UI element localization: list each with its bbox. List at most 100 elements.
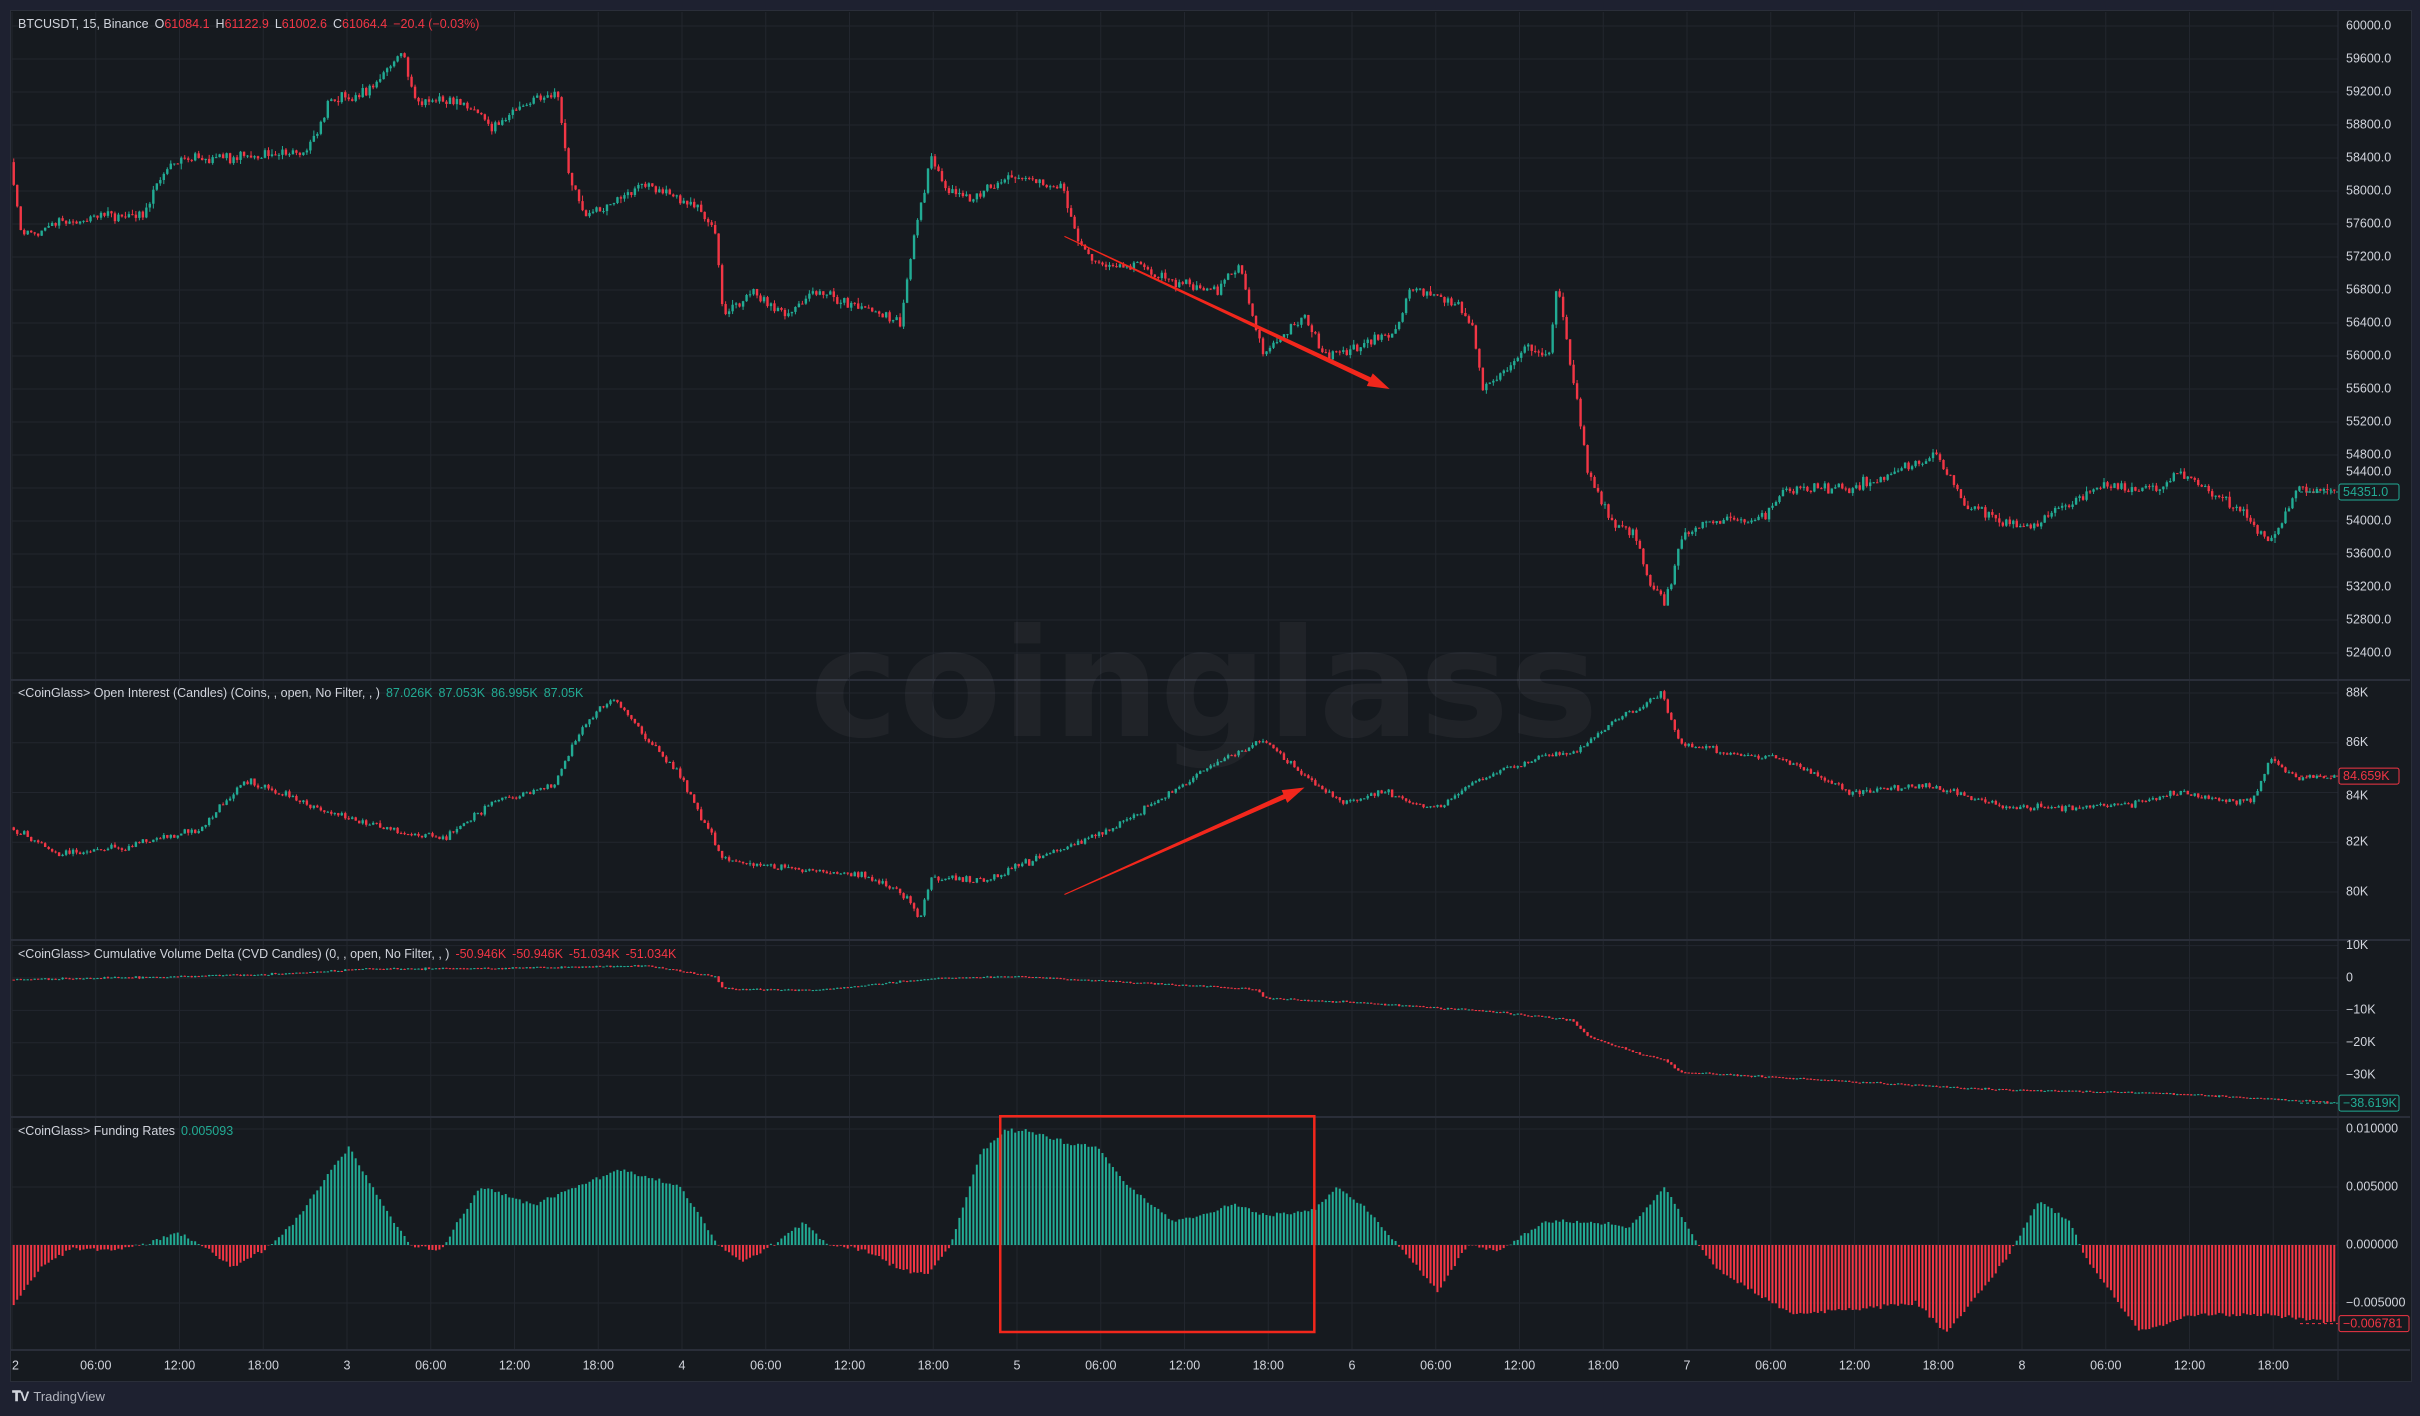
price-legend: BTCUSDT, 15, Binance O 61084.1 H 61122.9 L… — [18, 17, 479, 31]
time-axis-label: 18:00 — [248, 1358, 279, 1372]
cvd-candle — [916, 980, 919, 982]
price-candle — [1855, 485, 1858, 489]
oi-candle — [926, 889, 930, 900]
cvd-candle — [1942, 1086, 1945, 1088]
funding-bar — [588, 1181, 591, 1245]
cvd-candle — [1118, 981, 1122, 983]
funding-bar — [902, 1245, 905, 1270]
funding-bar — [2211, 1245, 2214, 1316]
cvd-candle — [323, 971, 326, 973]
cvd-candle — [693, 972, 696, 974]
cvd-candle — [2064, 1090, 2067, 1092]
oi-candle — [1157, 800, 1160, 804]
funding-bar — [2305, 1245, 2308, 1321]
oi-candle — [1621, 716, 1624, 720]
cvd-candle — [2057, 1090, 2060, 1092]
oi-candle — [825, 871, 829, 874]
cvd-candle — [1736, 1074, 1739, 1076]
oi-candle — [2162, 795, 2165, 797]
symbol-label[interactable]: BTCUSDT, 15, Binance — [18, 17, 149, 31]
price-candle — [598, 207, 602, 212]
price-candle — [89, 216, 92, 222]
tradingview-logo-icon[interactable]: 𝐓V — [12, 1388, 29, 1404]
funding-indicator-title[interactable]: <CoinGlass> Funding Rates — [18, 1124, 176, 1138]
chart-frame[interactable] — [10, 10, 2412, 1382]
cvd-axis-label: 0 — [2346, 970, 2353, 984]
cvd-candle — [654, 966, 658, 968]
oi-candle — [1192, 777, 1195, 782]
funding-bar — [249, 1245, 252, 1258]
price-candle — [2197, 479, 2200, 485]
cvd-candle — [2266, 1098, 2270, 1100]
funding-bar — [2064, 1218, 2067, 1245]
cvd-candle — [2092, 1091, 2095, 1093]
price-candle — [1739, 519, 1743, 521]
cvd-candle — [1872, 1082, 1875, 1084]
funding-bar — [368, 1183, 371, 1245]
oi-candle — [242, 781, 246, 786]
oi-candle — [1582, 746, 1586, 748]
cvd-candle — [1628, 1049, 1631, 1051]
price-candle — [68, 221, 71, 224]
funding-bar — [1628, 1227, 1631, 1245]
oi-indicator-title[interactable]: <CoinGlass> Open Interest (Candles) (Coi… — [18, 686, 380, 700]
oi-candle — [1045, 853, 1048, 856]
price-candle — [288, 154, 291, 156]
funding-bar — [2259, 1245, 2262, 1317]
cvd-candle — [1076, 979, 1080, 981]
funding-bar — [2326, 1245, 2329, 1323]
time-axis-label: 18:00 — [918, 1358, 949, 1372]
price-candle — [912, 235, 916, 260]
tradingview-brand[interactable]: TradingView — [33, 1389, 105, 1404]
price-axis-label: 56000.0 — [2346, 348, 2391, 362]
funding-bar — [284, 1229, 287, 1245]
funding-bar — [37, 1245, 40, 1272]
oi-candle — [2033, 808, 2036, 811]
oi-candle — [1530, 761, 1533, 763]
cvd-candle — [194, 976, 197, 978]
price-candle — [375, 81, 378, 88]
funding-bar — [1289, 1214, 1292, 1245]
oi-candle — [1980, 798, 1984, 800]
oi-candle — [1561, 753, 1565, 755]
funding-bar — [2263, 1245, 2266, 1314]
funding-bar — [972, 1174, 975, 1245]
cvd-candle — [1237, 988, 1240, 990]
cvd-candle — [64, 977, 68, 979]
funding-bar — [396, 1226, 399, 1245]
cvd-candle — [1844, 1080, 1847, 1082]
funding-bar — [2239, 1245, 2242, 1316]
cvd-candle — [47, 978, 50, 980]
cvd-candle — [1774, 1076, 1778, 1078]
price-candle — [2326, 488, 2329, 490]
price-candle — [790, 311, 794, 314]
oi-candle — [1739, 753, 1743, 756]
cvd-candle — [1387, 1004, 1390, 1006]
oi-candle — [1565, 753, 1568, 755]
oi-candle — [1139, 814, 1143, 816]
oi-candle — [469, 820, 473, 822]
oi-candle — [452, 831, 455, 833]
cvd-candle — [2277, 1098, 2280, 1101]
cvd-indicator-title[interactable]: <CoinGlass> Cumulative Volume Delta (CVD… — [18, 947, 450, 961]
oi-candle — [944, 878, 947, 881]
funding-bar — [1429, 1245, 1432, 1284]
funding-bar — [1317, 1204, 1320, 1245]
cvd-candle — [1111, 981, 1115, 983]
oi-candle — [570, 744, 574, 756]
price-candle — [221, 154, 225, 159]
cvd-candle — [1373, 1003, 1376, 1005]
price-candle — [64, 220, 68, 224]
price-candle — [103, 212, 106, 216]
oi-candle — [1534, 759, 1537, 762]
oi-candle — [1991, 800, 1994, 803]
oi-candle — [1938, 786, 1942, 790]
oi-candle — [427, 833, 431, 835]
oi-value-high: 87.053K — [438, 686, 486, 700]
funding-bar — [246, 1245, 249, 1259]
price-candle — [2039, 522, 2043, 527]
oi-candle — [2249, 798, 2252, 803]
price-candle — [741, 301, 745, 307]
oi-candle — [1520, 766, 1523, 768]
